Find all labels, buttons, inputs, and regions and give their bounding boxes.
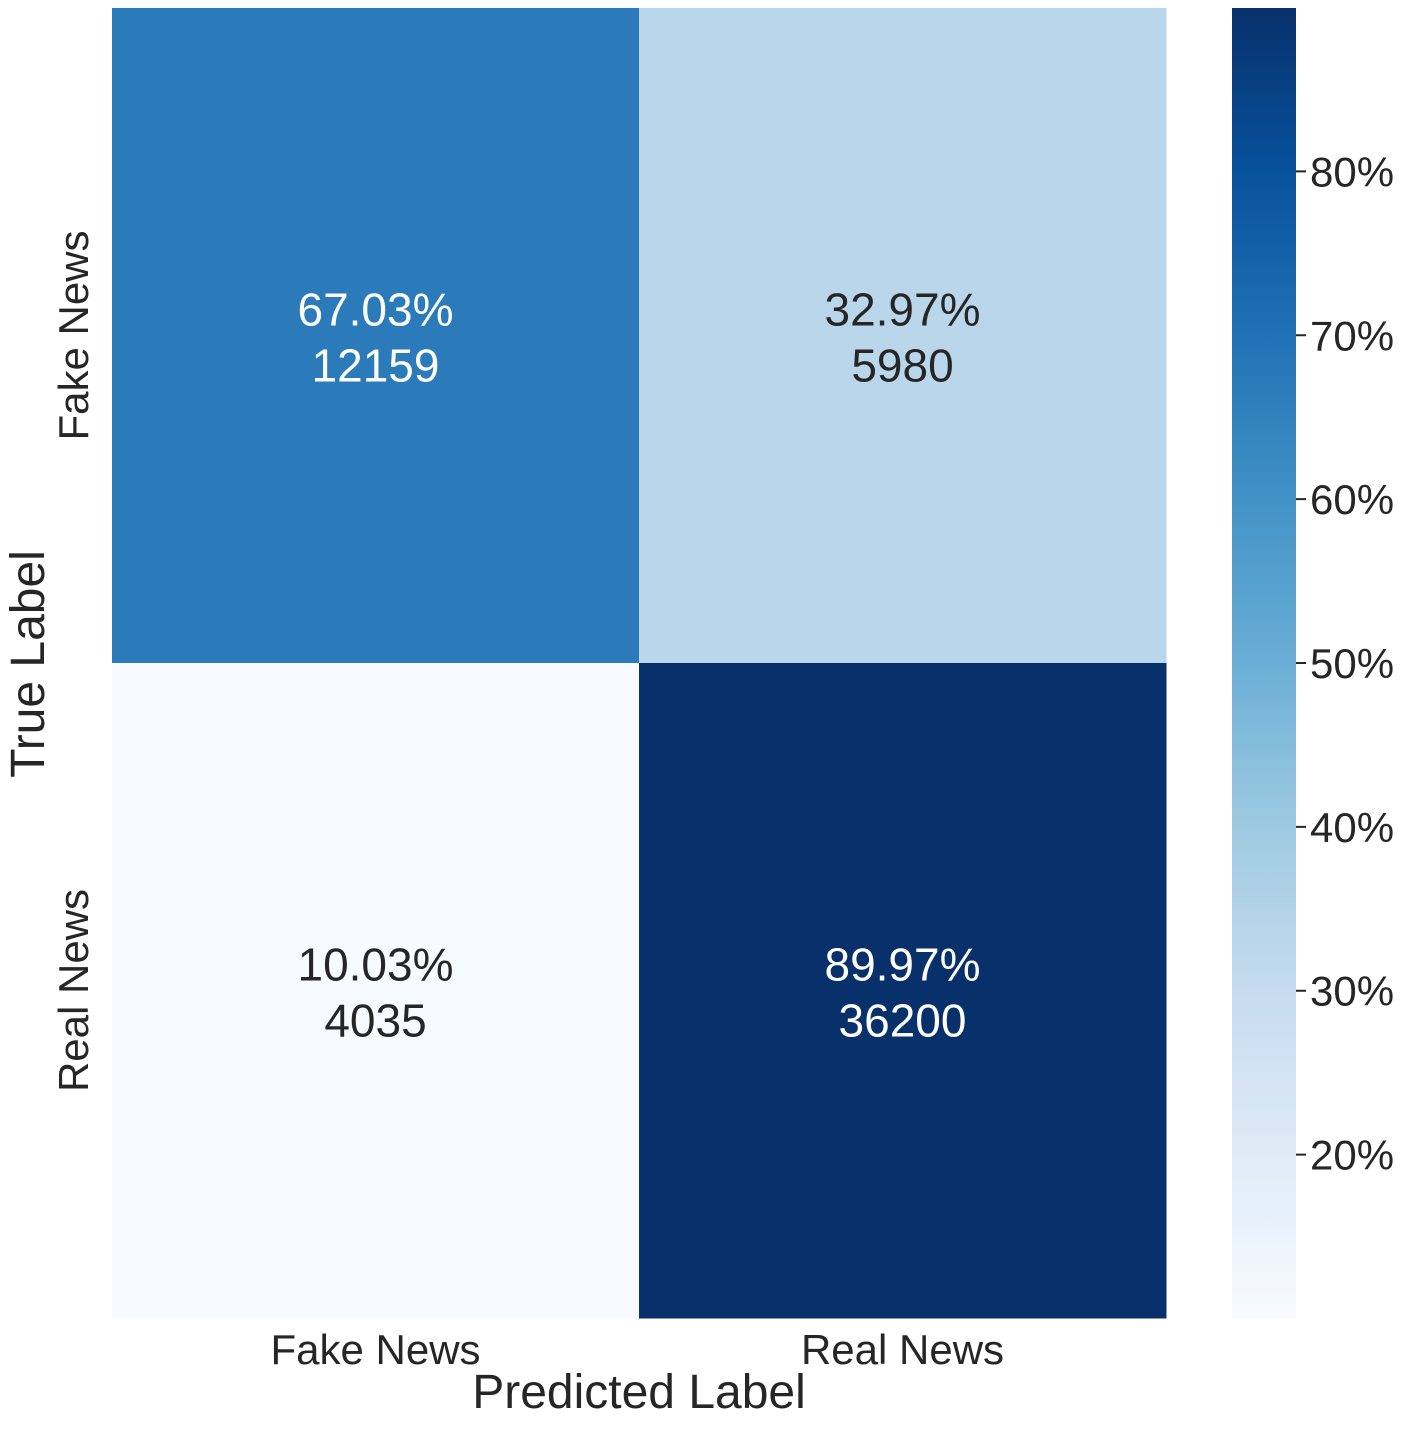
- cell-percent-label: 89.97%: [824, 939, 980, 991]
- y-tick-label: Real News: [50, 889, 97, 1092]
- cell-count-label: 12159: [312, 340, 440, 392]
- cell-count-label: 36200: [839, 995, 967, 1047]
- colorbar-tick-label: 60%: [1310, 476, 1394, 523]
- cell-percent-label: 10.03%: [297, 939, 453, 991]
- x-axis-tick-labels: Fake News Real News: [270, 1326, 1004, 1373]
- heatmap-cell-r0-c1: [639, 8, 1167, 664]
- colorbar-gradient: [1232, 8, 1296, 1318]
- colorbar-tick-label: 70%: [1310, 312, 1394, 359]
- cell-percent-label: 67.03%: [297, 284, 453, 336]
- x-axis-title: Predicted Label: [472, 1366, 806, 1419]
- colorbar-tick-label: 40%: [1310, 804, 1394, 851]
- x-tick-label: Fake News: [270, 1326, 480, 1373]
- y-axis-title: True Label: [2, 550, 55, 778]
- y-tick-label: Fake News: [50, 230, 97, 440]
- cell-percent-label: 32.97%: [824, 284, 980, 336]
- colorbar-tick-label: 80%: [1310, 148, 1394, 195]
- y-axis-tick-labels: Fake News Real News: [50, 230, 97, 1092]
- heatmap-cell-r0-c0: [112, 8, 640, 664]
- heatmap-cells: [112, 8, 1167, 1319]
- colorbar-tick-label: 30%: [1310, 968, 1394, 1015]
- colorbar-tick-label: 20%: [1310, 1132, 1394, 1179]
- heatmap-cell-r1-c0: [112, 663, 640, 1319]
- cell-count-label: 4035: [324, 995, 426, 1047]
- colorbar: 20% 30% 40% 50% 60% 70% 80%: [1232, 8, 1394, 1318]
- x-tick-label: Real News: [801, 1326, 1004, 1373]
- heatmap-cell-r1-c1: [639, 663, 1167, 1319]
- colorbar-tick-label: 50%: [1310, 640, 1394, 687]
- heatmap-cell-labels: 67.03%12159 32.97%5980 10.03%4035 89.97%362…: [297, 284, 980, 1047]
- cell-count-label: 5980: [851, 340, 953, 392]
